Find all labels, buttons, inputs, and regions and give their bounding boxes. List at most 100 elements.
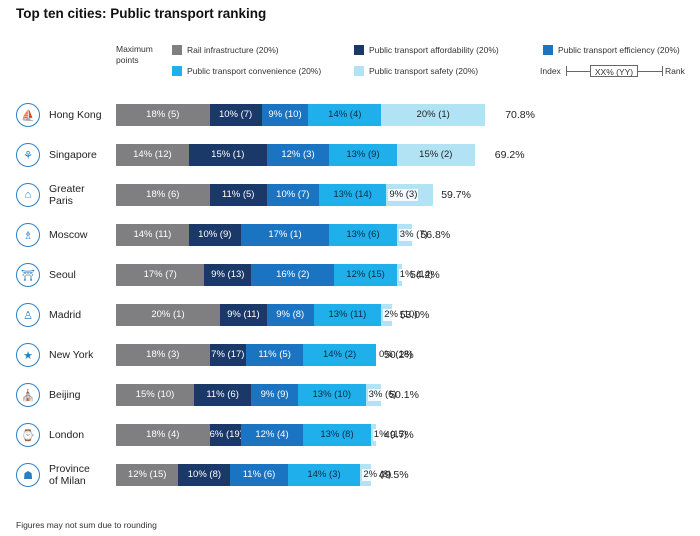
segment-label: 13% (14) <box>333 189 372 200</box>
gate-icon: ⛩ <box>16 263 40 287</box>
segment-label: 9% (8) <box>276 309 305 320</box>
segment-label: 17% (7) <box>143 269 177 280</box>
junk-boat-icon: ⛵ <box>16 103 40 127</box>
bar-segment <box>318 184 387 206</box>
kremlin-tower-icon: ♗ <box>16 223 40 247</box>
chart-title: Top ten cities: Public transport ranking <box>16 6 267 21</box>
segment-label: 12% (3) <box>281 149 315 160</box>
legend-swatch-affordability <box>354 45 364 55</box>
statue-of-liberty-icon: ★ <box>16 343 40 367</box>
bar-segment <box>194 384 252 406</box>
segment-label: 10% (8) <box>187 469 222 480</box>
segment-label: 9% (9) <box>260 389 289 400</box>
segment-label: 15% (10) <box>135 389 175 400</box>
segment-label: 6% (19) <box>209 429 243 440</box>
segment-label: 3% (7) <box>398 229 429 241</box>
segment-label: 13% (9) <box>346 149 380 160</box>
big-ben-icon: ⌚ <box>16 423 40 447</box>
total-label: 50.1% <box>389 389 419 401</box>
bar-segment <box>381 104 486 126</box>
bar-segment <box>209 104 262 126</box>
segment-label: 18% (3) <box>146 349 180 360</box>
bar-segment <box>116 184 210 206</box>
segment-label: 14% (11) <box>133 229 172 240</box>
legend-label-safety: Public transport safety (20%) <box>369 66 479 76</box>
legend-item-convenience: Public transport convenience (20%) <box>172 66 321 76</box>
segment-label: 1% (14) <box>398 269 435 281</box>
bar-segment <box>209 184 267 206</box>
legend-label-efficiency: Public transport efficiency (20%) <box>558 45 680 55</box>
segment-label: 11% (5) <box>221 189 255 200</box>
temple-icon: ⛪ <box>16 383 40 407</box>
bar-segment <box>230 464 288 486</box>
bar-segment <box>116 424 210 446</box>
segment-label: 12% (15) <box>346 269 385 280</box>
segment-label: 14% (2) <box>322 349 357 360</box>
bar-segment <box>240 224 330 246</box>
segment-label: 7% (17) <box>211 349 245 360</box>
bar-segment <box>287 464 361 486</box>
rank-key-label: Rank <box>665 66 685 76</box>
bar-segment <box>116 264 205 286</box>
segment-label: 1% (15) <box>372 429 409 441</box>
segment-label: 2% (10) <box>383 309 419 321</box>
segment-label: 11% (6) <box>242 469 276 480</box>
index-key-line-right <box>638 71 662 72</box>
bar-segment <box>266 144 330 166</box>
bar-segment <box>266 184 319 206</box>
segment-label: 9% (3) <box>388 189 419 201</box>
bar-segment <box>298 384 366 406</box>
bar-segment <box>246 344 304 366</box>
bar-segment <box>303 344 376 366</box>
bar-segment <box>261 104 309 126</box>
bar-segment <box>178 464 231 486</box>
city-label: Moscow <box>49 229 88 241</box>
segment-label: 14% (4) <box>328 109 362 120</box>
index-key-label: Index <box>540 66 561 76</box>
bar-segment <box>209 424 241 446</box>
total-label: 70.8% <box>505 109 535 121</box>
total-label: 49.5% <box>378 469 409 481</box>
total-label: 59.7% <box>441 189 471 201</box>
total-label: 69.2% <box>494 149 525 161</box>
total-label: 54.2% <box>410 269 440 281</box>
segment-label: 18% (4) <box>146 429 180 440</box>
city-label: Beijing <box>49 389 81 401</box>
bar-segment <box>313 304 382 326</box>
bar-segment <box>251 384 298 406</box>
segment-label: 20% (1) <box>151 309 185 320</box>
bar-segment <box>116 224 189 246</box>
max-points-label: Maximum points <box>116 44 153 65</box>
bar-segment <box>116 344 210 366</box>
legend-item-safety: Public transport safety (20%) <box>354 66 478 76</box>
index-key-line-left <box>566 71 590 72</box>
legend-item-efficiency: Public transport efficiency (20%) <box>543 45 680 55</box>
bar-segment <box>220 304 267 326</box>
bar-segment <box>266 304 314 326</box>
segment-label: 15% (2) <box>419 149 453 160</box>
bar-segment <box>240 424 304 446</box>
footnote: Figures may not sum due to rounding <box>16 520 157 530</box>
bar-segment <box>303 424 371 446</box>
total-label: 50.2% <box>384 349 414 361</box>
legend-item-affordability: Public transport affordability (20%) <box>354 45 499 55</box>
bar-segment <box>251 264 335 286</box>
cathedral-icon: ☗ <box>16 463 40 487</box>
segment-label: 13% (11) <box>328 309 367 320</box>
bar-segment <box>116 144 189 166</box>
segment-label: 10% (7) <box>276 189 310 200</box>
city-label: Singapore <box>49 149 97 161</box>
city-label: Madrid <box>49 309 82 321</box>
segment-label: 0% (18) <box>378 349 414 361</box>
total-label: 49.7% <box>384 429 414 441</box>
city-label: Seoul <box>49 269 76 281</box>
index-key-box: XX% (YY) <box>590 65 638 77</box>
legend-swatch-convenience <box>172 66 182 76</box>
total-label: 56.8% <box>420 229 451 241</box>
city-label: Province of Milan <box>49 463 90 487</box>
legend-item-rail: Rail infrastructure (20%) <box>172 45 279 55</box>
bar-segment <box>329 224 397 246</box>
segment-label: 13% (8) <box>320 429 354 440</box>
segment-label: 2% (8) <box>362 469 393 481</box>
segment-label: 12% (4) <box>255 429 289 440</box>
